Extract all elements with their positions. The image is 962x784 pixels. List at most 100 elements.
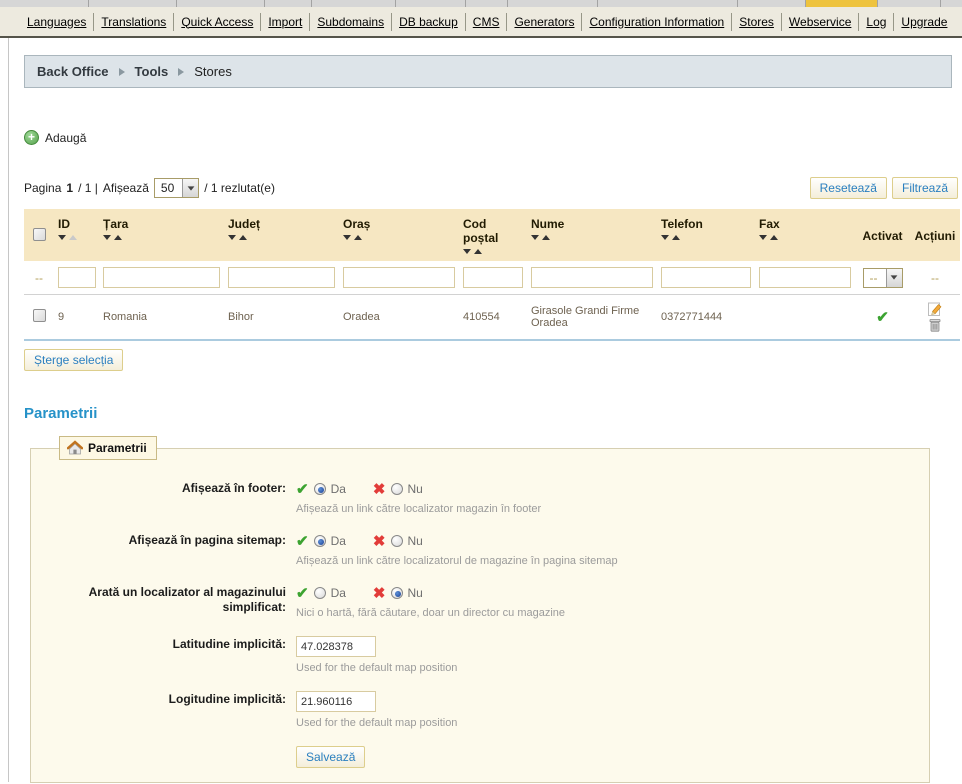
longitude-input[interactable] (296, 691, 376, 712)
simple-locator-no-radio[interactable] (390, 587, 403, 599)
form-row-longitude: Logitudine implicită: Used for the defau… (51, 691, 909, 729)
nav-translations[interactable]: Translations (94, 12, 175, 31)
column-header-id[interactable]: ID (54, 209, 99, 261)
active-check-icon[interactable]: ✔ (876, 309, 889, 326)
nav-configuration-information[interactable]: Configuration Information (582, 12, 733, 31)
nav-subdomains[interactable]: Subdomains (310, 12, 393, 31)
parameters-legend-label: Parametrii (88, 441, 147, 455)
sort-asc-icon[interactable] (542, 235, 550, 240)
page-size-value: 50 (160, 181, 175, 195)
no-label: Nu (407, 534, 423, 548)
longitude-label: Logitudine implicită: (168, 692, 286, 706)
column-label: Fax (759, 217, 780, 231)
delete-trash-icon[interactable] (927, 317, 943, 333)
filter-zip-input[interactable] (463, 267, 523, 288)
sitemap-no-radio[interactable] (390, 535, 403, 547)
delete-selection-button[interactable]: Șterge selecția (24, 349, 124, 371)
filter-name-input[interactable] (531, 267, 653, 288)
nav-cms[interactable]: CMS (466, 12, 508, 31)
nav-import[interactable]: Import (261, 12, 311, 31)
column-header-phone[interactable]: Telefon (657, 209, 755, 261)
sort-desc-icon[interactable] (103, 235, 111, 240)
column-header-zip[interactable]: Cod poștal (459, 209, 527, 261)
row-checkbox[interactable] (32, 309, 46, 322)
page-size-select[interactable]: 50 (153, 178, 200, 198)
parameters-fieldset: Parametrii Afișează în footer: ✔ Da ✖ Nu… (30, 436, 930, 783)
filter-select-placeholder: -- (24, 261, 54, 295)
column-header-state[interactable]: Județ (224, 209, 339, 261)
filter-state-input[interactable] (228, 267, 335, 288)
column-header-name[interactable]: Nume (527, 209, 657, 261)
filter-city-input[interactable] (343, 267, 455, 288)
yes-label: Da (330, 534, 346, 548)
pagination-show-label: Afișează (102, 181, 149, 195)
filter-country-input[interactable] (103, 267, 220, 288)
reset-button[interactable]: Resetează (809, 177, 887, 199)
filter-id-input[interactable] (58, 267, 96, 288)
sort-asc-icon[interactable] (770, 235, 778, 240)
parameters-legend: Parametrii (59, 436, 157, 460)
cell-fax (755, 294, 855, 341)
sort-desc-icon[interactable] (531, 235, 539, 240)
dropdown-arrow-icon[interactable] (182, 179, 199, 197)
nav-generators[interactable]: Generators (507, 12, 583, 31)
column-label: Țara (103, 217, 129, 231)
nav-upgrade[interactable]: Upgrade (901, 14, 948, 29)
add-store-label: Adaugă (45, 130, 87, 145)
breadcrumb: Back Office Tools Stores (24, 55, 952, 88)
filter-button[interactable]: Filtrează (891, 177, 958, 199)
simple-locator-yes-radio[interactable] (313, 587, 326, 599)
cell-state: Bihor (224, 294, 339, 341)
sort-asc-icon[interactable] (672, 235, 680, 240)
select-all-checkbox[interactable] (32, 228, 46, 241)
filter-row: -- -- -- (24, 261, 960, 295)
filter-fax-input[interactable] (759, 267, 851, 288)
edit-pencil-icon[interactable] (927, 301, 943, 317)
add-store-button[interactable]: + Adaugă (24, 130, 114, 145)
breadcrumb-tools[interactable]: Tools (134, 64, 169, 79)
sort-desc-icon[interactable] (759, 235, 767, 240)
latitude-input[interactable] (296, 636, 376, 657)
pagination-page-label: Pagina (24, 181, 62, 195)
filter-active-value: -- (869, 270, 878, 285)
footer-yes-radio[interactable] (313, 483, 326, 495)
column-header-country[interactable]: Țara (99, 209, 224, 261)
nav-webservice[interactable]: Webservice (782, 12, 860, 31)
sort-desc-icon[interactable] (228, 235, 236, 240)
nav-stores[interactable]: Stores (732, 12, 782, 31)
table-row: 9 Romania Bihor Oradea 410554 Girasole G… (24, 294, 960, 341)
latitude-hint: Used for the default map position (296, 662, 458, 674)
sitemap-yes-radio[interactable] (313, 535, 326, 547)
sort-asc-icon[interactable] (69, 235, 77, 240)
sort-desc-icon[interactable] (661, 235, 669, 240)
nav-db-backup[interactable]: DB backup (392, 12, 466, 31)
footer-no-radio[interactable] (390, 483, 403, 495)
footer-hint: Afișează un link către localizator magaz… (296, 503, 542, 515)
filter-phone-input[interactable] (661, 267, 751, 288)
cell-zip: 410554 (459, 294, 527, 341)
cell-name: Girasole Grandi Firme Oradea (527, 294, 657, 341)
sort-asc-icon[interactable] (354, 235, 362, 240)
filter-active-select[interactable]: -- (862, 267, 903, 288)
sort-desc-icon[interactable] (463, 249, 471, 254)
nav-log[interactable]: Log (859, 12, 895, 31)
nav-quick-access[interactable]: Quick Access (174, 12, 262, 31)
column-header-fax[interactable]: Fax (755, 209, 855, 261)
cell-actions (910, 294, 960, 341)
yes-check-icon: ✔ (296, 585, 309, 602)
nav-languages[interactable]: Languages (20, 12, 95, 31)
cell-country: Romania (99, 294, 224, 341)
sort-asc-icon[interactable] (114, 235, 122, 240)
column-header-city[interactable]: Oraș (339, 209, 459, 261)
sort-asc-icon[interactable] (474, 249, 482, 254)
dropdown-arrow-icon[interactable] (885, 268, 902, 287)
breadcrumb-arrow-icon (178, 67, 185, 76)
form-row-simple-locator: Arată un localizator al magazinului simp… (51, 584, 909, 619)
sort-desc-icon[interactable] (343, 235, 351, 240)
breadcrumb-back-office[interactable]: Back Office (37, 64, 109, 79)
save-button[interactable]: Salvează (296, 746, 366, 768)
sitemap-hint: Afișează un link către localizatorul de … (296, 555, 618, 567)
sort-desc-icon[interactable] (58, 235, 66, 240)
sort-asc-icon[interactable] (239, 235, 247, 240)
yes-check-icon: ✔ (296, 533, 309, 550)
